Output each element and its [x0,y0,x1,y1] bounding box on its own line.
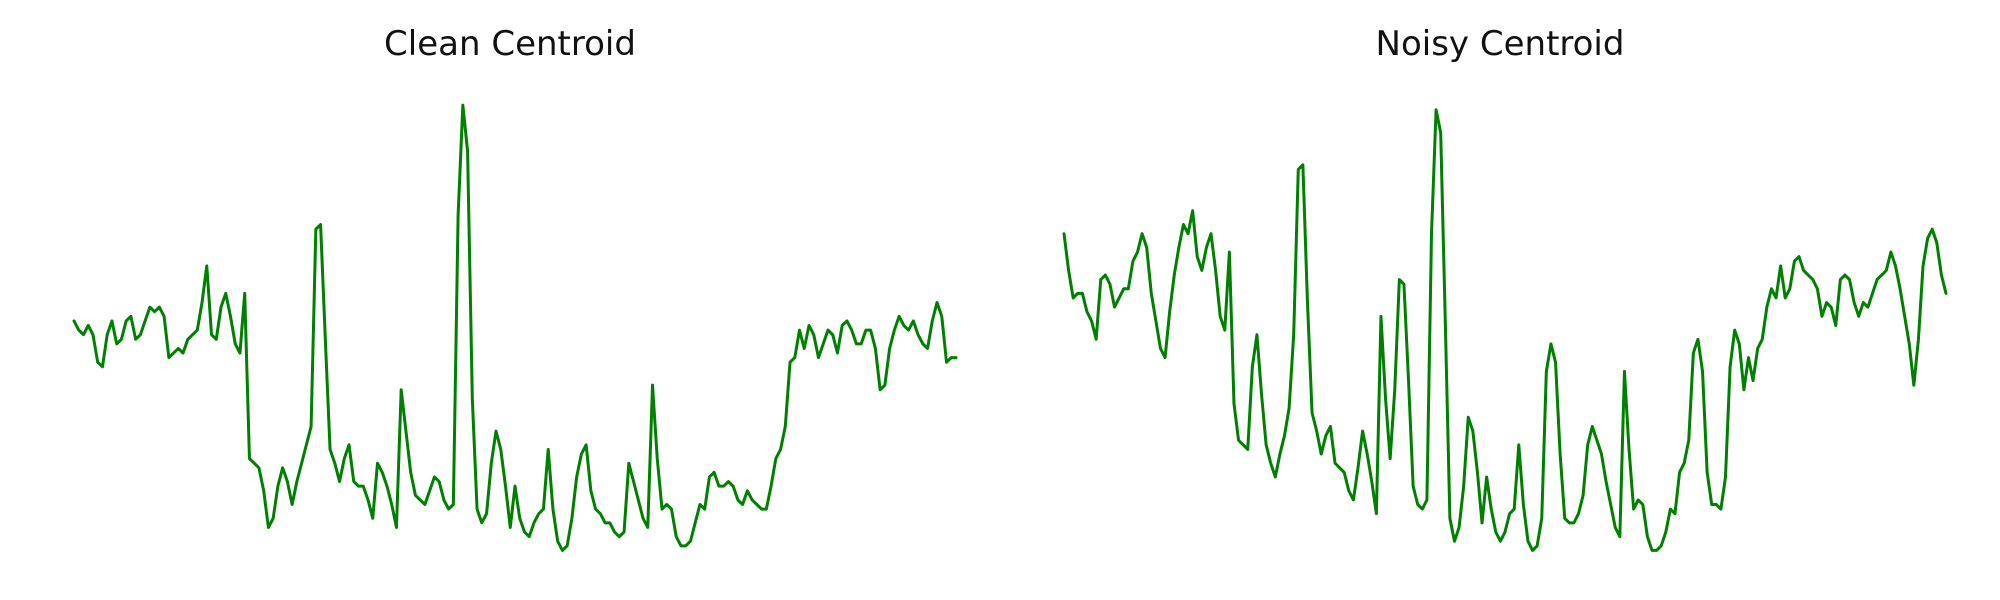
noisy-centroid-panel: Noisy Centroid [1050,0,1950,600]
clean-centroid-panel: Clean Centroid [60,0,960,600]
noisy-centroid-title: Noisy Centroid [1375,24,1625,64]
clean-centroid-plot [72,103,958,552]
clean-centroid-series-line [72,103,958,552]
noisy-centroid-plot [1062,108,1948,552]
noisy-centroid-series-line [1062,108,1948,552]
clean-centroid-title: Clean Centroid [384,24,636,64]
